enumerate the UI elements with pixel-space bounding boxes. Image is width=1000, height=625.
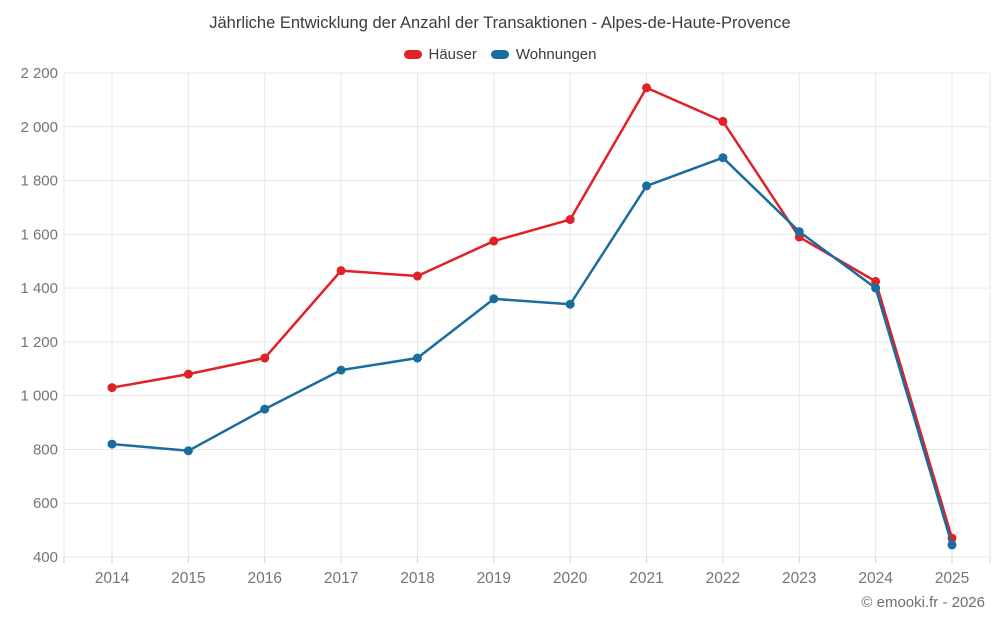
data-point[interactable] (489, 294, 499, 304)
legend-item-haeuser[interactable]: Häuser (403, 46, 477, 63)
data-point[interactable] (107, 383, 117, 393)
data-point[interactable] (718, 153, 728, 163)
data-point[interactable] (871, 276, 881, 286)
y-tick-label: 1 400 (20, 280, 58, 297)
data-point[interactable] (412, 271, 422, 281)
data-point[interactable] (336, 365, 346, 375)
x-tick-label: 2024 (858, 570, 893, 587)
series-line-haeuser (110, 86, 954, 540)
data-point[interactable] (642, 181, 652, 191)
data-point[interactable] (718, 116, 728, 126)
wohnungen-swatch-icon (490, 50, 509, 59)
y-tick-label: 400 (33, 549, 58, 566)
y-tick-label: 1 600 (20, 226, 58, 243)
series-line-wohnungen (110, 156, 954, 547)
legend: Häuser Wohnungen (0, 46, 1000, 63)
x-tick-label: 2021 (629, 570, 663, 587)
copyright: © emooki.fr - 2026 (861, 594, 985, 611)
y-tick-label: 1 800 (20, 173, 58, 190)
data-point[interactable] (642, 83, 652, 93)
x-tick-label: 2019 (477, 570, 511, 587)
x-tick-label: 2015 (171, 570, 205, 587)
data-point[interactable] (947, 540, 957, 550)
legend-label-haeuser: Häuser (428, 46, 477, 63)
data-point[interactable] (565, 299, 575, 309)
x-tick-label: 2023 (782, 570, 816, 587)
data-point[interactable] (489, 236, 499, 246)
x-tick-label: 2016 (247, 570, 281, 587)
data-point[interactable] (183, 446, 193, 456)
x-tick-label: 2018 (400, 570, 434, 587)
data-point[interactable] (260, 404, 270, 414)
data-point[interactable] (565, 215, 575, 225)
chart-title: Jährliche Entwicklung der Anzahl der Tra… (209, 14, 791, 32)
x-tick-label: 2025 (935, 570, 969, 587)
y-tick-label: 800 (33, 441, 58, 458)
x-tick-label: 2022 (706, 570, 740, 587)
y-tick-label: 2 200 (20, 65, 58, 82)
data-point[interactable] (183, 369, 193, 379)
data-point[interactable] (336, 266, 346, 276)
y-tick-label: 2 000 (20, 119, 58, 136)
x-tick-label: 2017 (324, 570, 358, 587)
legend-item-wohnungen[interactable]: Wohnungen (490, 46, 597, 63)
haeuser-swatch-icon (403, 50, 422, 59)
y-tick-label: 600 (33, 495, 58, 512)
data-point[interactable] (794, 227, 804, 237)
data-point[interactable] (260, 353, 270, 363)
y-tick-label: 1 200 (20, 334, 58, 351)
data-point[interactable] (107, 439, 117, 449)
y-tick-label: 1 000 (20, 388, 58, 405)
data-point[interactable] (412, 353, 422, 363)
data-point[interactable] (871, 283, 881, 293)
x-tick-label: 2014 (95, 570, 130, 587)
legend-label-wohnungen: Wohnungen (515, 46, 597, 63)
x-tick-label: 2020 (553, 570, 588, 587)
